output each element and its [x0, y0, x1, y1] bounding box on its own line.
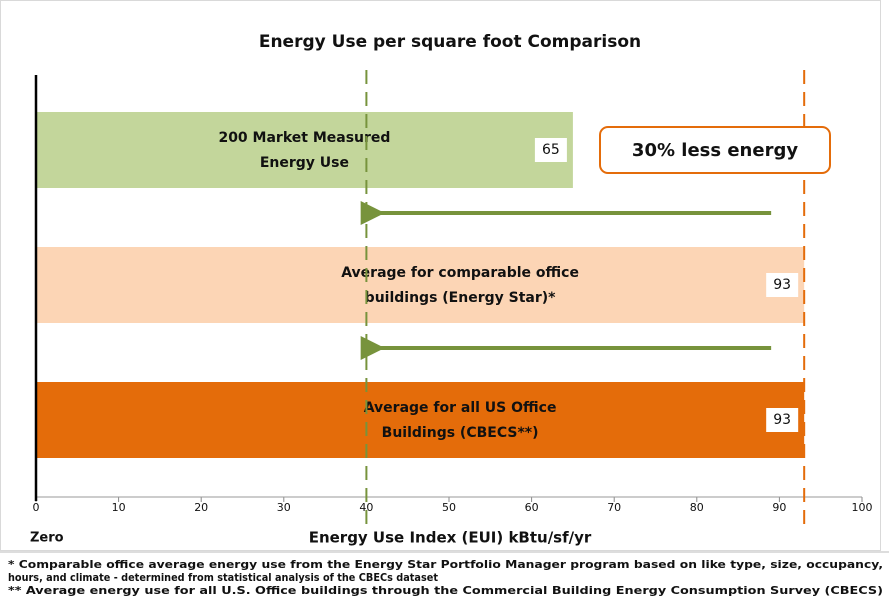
value-label: 65	[542, 142, 560, 158]
bar	[36, 382, 805, 458]
value-label-box	[766, 273, 799, 297]
bar-label: Buildings (CBECS**)	[382, 425, 539, 441]
x-tick-label: 20	[194, 501, 208, 514]
x-tick-label: 10	[112, 501, 126, 514]
x-tick-label: 90	[772, 501, 786, 514]
x-tick-label: 60	[525, 501, 539, 514]
footnote: * Comparable office average energy use f…	[8, 558, 883, 571]
bar-label: 200 Market Measured	[218, 130, 390, 146]
x-tick-label: 80	[690, 501, 704, 514]
value-label-box	[534, 138, 567, 162]
x-tick-label: 0	[33, 501, 40, 514]
x-axis-label: Energy Use Index (EUI) kBtu/sf/yr	[309, 529, 592, 547]
bar-label: Energy Use	[260, 155, 349, 171]
footnote: hours, and climate - determined from sta…	[8, 571, 438, 584]
x-tick-label: 30	[277, 501, 291, 514]
annotation-box	[599, 126, 831, 174]
zero-label: Zero	[30, 531, 64, 546]
annotation: 30% less energy	[632, 140, 798, 161]
bar-label: Average for all US Office	[364, 400, 557, 416]
chart-title: Energy Use per square foot Comparison	[259, 32, 641, 52]
x-tick-label: 70	[607, 501, 621, 514]
footnote: ** Average energy use for all U.S. Offic…	[8, 584, 883, 597]
x-tick-label: 40	[359, 501, 373, 514]
bar-label: buildings (Energy Star)*	[365, 290, 556, 306]
bar-label: Average for comparable office	[341, 265, 579, 281]
x-tick-label: 100	[852, 501, 873, 514]
bar	[36, 112, 573, 188]
bar	[36, 247, 805, 323]
value-label: 93	[773, 277, 791, 293]
value-label-box	[766, 408, 799, 432]
chart-frame	[0, 0, 881, 551]
value-label: 93	[773, 412, 791, 428]
x-tick-label: 50	[442, 501, 456, 514]
